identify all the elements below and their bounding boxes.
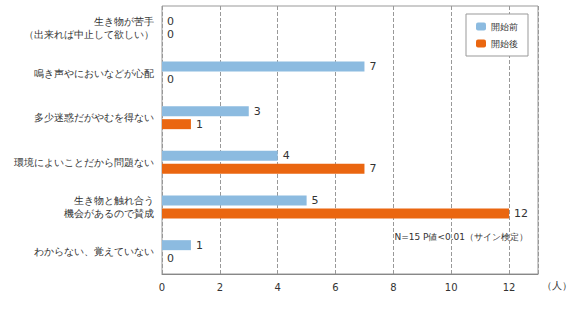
- svg-text:機会があるので賛成: 機会があるので賛成: [64, 208, 154, 219]
- svg-text:4: 4: [283, 149, 290, 162]
- svg-text:1: 1: [196, 118, 203, 131]
- svg-text:（出来れば中止して欲しい）: （出来れば中止して欲しい）: [24, 29, 154, 40]
- svg-text:多少迷惑だがやむを得ない: 多少迷惑だがやむを得ない: [34, 112, 154, 123]
- svg-text:8: 8: [390, 282, 396, 293]
- svg-text:0: 0: [167, 252, 174, 265]
- svg-text:6: 6: [332, 282, 338, 293]
- svg-text:環境によいことだから問題ない: 環境によいことだから問題ない: [14, 157, 154, 168]
- svg-text:0: 0: [159, 282, 165, 293]
- svg-text:0: 0: [167, 73, 174, 86]
- svg-text:1: 1: [196, 239, 203, 252]
- svg-text:12: 12: [514, 207, 528, 220]
- svg-text:（人）: （人）: [542, 280, 572, 291]
- svg-text:2: 2: [217, 282, 223, 293]
- svg-text:12: 12: [503, 282, 516, 293]
- svg-text:開始後: 開始後: [491, 39, 518, 49]
- svg-text:4: 4: [275, 282, 281, 293]
- svg-text:生き物と触れ合う: 生き物と触れ合う: [74, 195, 154, 206]
- svg-text:7: 7: [369, 162, 376, 175]
- svg-text:生き物が苦手: 生き物が苦手: [94, 16, 154, 27]
- svg-text:開始前: 開始前: [491, 22, 518, 32]
- svg-text:0: 0: [167, 15, 174, 28]
- svg-text:10: 10: [445, 282, 458, 293]
- svg-text:7: 7: [369, 60, 376, 73]
- svg-text:5: 5: [312, 194, 319, 207]
- svg-text:0: 0: [167, 28, 174, 41]
- svg-text:3: 3: [254, 105, 261, 118]
- svg-text:N=15 P値<0.01（サイン検定）: N=15 P値<0.01（サイン検定）: [394, 232, 528, 242]
- svg-text:鳴き声やにおいなどが心配: 鳴き声やにおいなどが心配: [34, 68, 154, 79]
- svg-text:わからない、覚えていない: わからない、覚えていない: [34, 246, 154, 257]
